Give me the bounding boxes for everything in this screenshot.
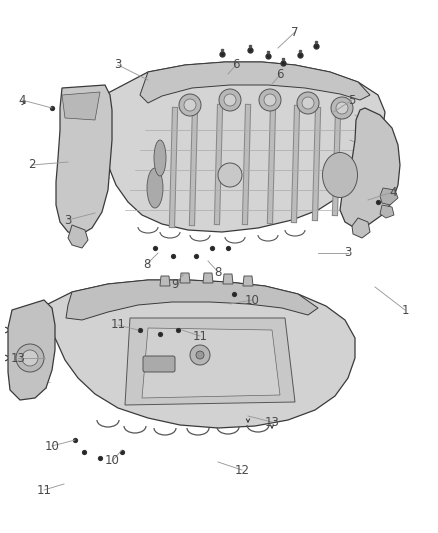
Text: 8: 8 bbox=[214, 265, 222, 279]
Polygon shape bbox=[380, 188, 398, 205]
Text: 3: 3 bbox=[114, 59, 122, 71]
Polygon shape bbox=[68, 225, 88, 248]
Text: 5: 5 bbox=[348, 93, 356, 107]
Polygon shape bbox=[160, 276, 170, 286]
FancyBboxPatch shape bbox=[143, 356, 175, 372]
Text: 10: 10 bbox=[244, 294, 259, 306]
Polygon shape bbox=[56, 85, 112, 235]
Polygon shape bbox=[243, 276, 253, 286]
Polygon shape bbox=[142, 328, 280, 398]
Text: 10: 10 bbox=[45, 440, 60, 453]
Polygon shape bbox=[180, 273, 190, 283]
Circle shape bbox=[297, 92, 319, 114]
Circle shape bbox=[218, 163, 242, 187]
Ellipse shape bbox=[154, 140, 166, 176]
Circle shape bbox=[190, 345, 210, 365]
Text: 13: 13 bbox=[265, 416, 279, 429]
Polygon shape bbox=[352, 218, 370, 238]
Circle shape bbox=[224, 94, 236, 106]
Text: 4: 4 bbox=[18, 93, 26, 107]
Polygon shape bbox=[140, 62, 370, 103]
Text: 3: 3 bbox=[344, 246, 352, 260]
Polygon shape bbox=[203, 273, 213, 283]
Circle shape bbox=[184, 99, 196, 111]
Ellipse shape bbox=[147, 168, 163, 208]
Polygon shape bbox=[40, 280, 355, 428]
Circle shape bbox=[264, 94, 276, 106]
Polygon shape bbox=[8, 300, 55, 400]
Polygon shape bbox=[104, 62, 385, 232]
Text: 6: 6 bbox=[232, 59, 240, 71]
Ellipse shape bbox=[322, 152, 357, 198]
Polygon shape bbox=[380, 205, 394, 218]
Circle shape bbox=[16, 344, 44, 372]
Circle shape bbox=[259, 89, 281, 111]
Text: 1: 1 bbox=[401, 303, 409, 317]
Text: 13: 13 bbox=[11, 351, 25, 365]
Text: 8: 8 bbox=[143, 257, 151, 271]
Text: 11: 11 bbox=[36, 483, 52, 497]
Circle shape bbox=[302, 97, 314, 109]
Text: 3: 3 bbox=[64, 214, 72, 227]
Text: 7: 7 bbox=[291, 26, 299, 38]
Text: 4: 4 bbox=[389, 185, 397, 198]
Polygon shape bbox=[223, 274, 233, 284]
Circle shape bbox=[22, 350, 38, 366]
Circle shape bbox=[336, 102, 348, 114]
Text: 6: 6 bbox=[276, 69, 284, 82]
Text: 11: 11 bbox=[110, 319, 126, 332]
Polygon shape bbox=[66, 280, 318, 320]
Polygon shape bbox=[125, 318, 295, 405]
Text: 12: 12 bbox=[234, 464, 250, 477]
Text: 11: 11 bbox=[192, 329, 208, 343]
Circle shape bbox=[331, 97, 353, 119]
Polygon shape bbox=[62, 92, 100, 120]
Text: 2: 2 bbox=[28, 158, 36, 172]
Text: 10: 10 bbox=[105, 455, 120, 467]
Polygon shape bbox=[340, 108, 400, 228]
Circle shape bbox=[219, 89, 241, 111]
Text: 9: 9 bbox=[171, 278, 179, 290]
Circle shape bbox=[196, 351, 204, 359]
Circle shape bbox=[179, 94, 201, 116]
